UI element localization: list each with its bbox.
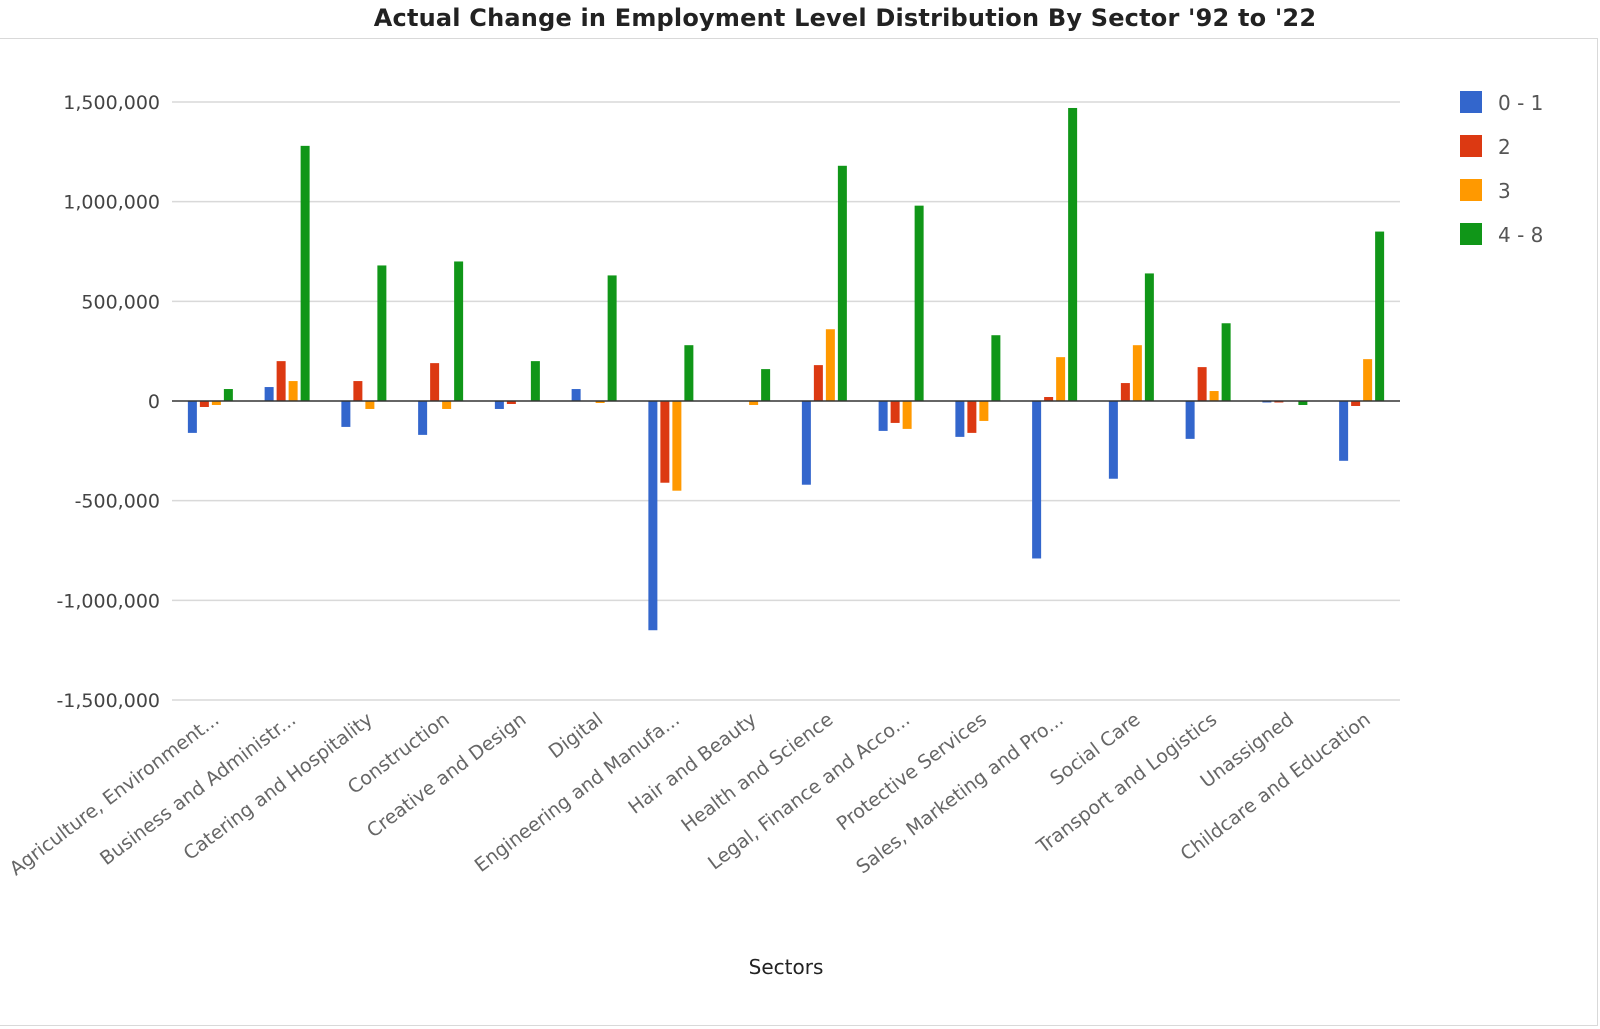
- bar: [1056, 357, 1066, 401]
- bar: [991, 335, 1001, 401]
- y-tick-label: 0: [148, 391, 160, 413]
- x-axis-category-labels: Agriculture, Environment...Business and …: [6, 708, 1375, 880]
- legend-swatch: [1460, 91, 1482, 113]
- bar: [300, 145, 310, 401]
- bar: [1185, 401, 1195, 439]
- bar: [648, 401, 658, 631]
- bar: [341, 401, 351, 427]
- bar: [902, 401, 912, 429]
- bar: [825, 329, 835, 401]
- chart-frame: [0, 38, 1598, 1026]
- bar: [430, 363, 440, 401]
- y-tick-label: -500,000: [75, 491, 160, 513]
- bar: [353, 381, 363, 401]
- bar: [1044, 397, 1054, 401]
- bar: [1132, 345, 1142, 401]
- bar: [684, 345, 694, 401]
- bar: [660, 401, 670, 483]
- bar: [749, 401, 759, 405]
- bar: [1375, 231, 1385, 401]
- legend-label: 0 - 1: [1498, 91, 1543, 115]
- bar: [1298, 401, 1308, 405]
- x-tick-label: Hair and Beauty: [624, 708, 760, 818]
- legend: 0 - 1 2 3 4 - 8: [1460, 91, 1543, 247]
- bar: [187, 401, 197, 433]
- bar: [1363, 359, 1373, 401]
- bar: [672, 401, 682, 491]
- bar: [914, 205, 924, 401]
- bar: [1144, 273, 1154, 401]
- bar: [1221, 323, 1231, 401]
- bar: [837, 165, 847, 401]
- bar: [1068, 107, 1078, 401]
- legend-label: 3: [1498, 179, 1511, 203]
- bar: [813, 365, 823, 401]
- legend-swatch: [1460, 223, 1482, 245]
- bar: [878, 401, 888, 431]
- bar: [979, 401, 989, 421]
- gridlines: [172, 101, 1400, 701]
- bar: [1032, 401, 1042, 559]
- bar: [276, 361, 286, 401]
- bar: [530, 361, 540, 401]
- bar: [264, 387, 274, 401]
- y-tick-label: -1,000,000: [56, 590, 160, 612]
- bars: [187, 107, 1385, 631]
- bar: [1108, 401, 1118, 479]
- bar: [1197, 367, 1207, 401]
- y-tick-label: 1,500,000: [63, 92, 160, 114]
- bar: [761, 369, 771, 401]
- legend-swatch: [1460, 135, 1482, 157]
- bar: [199, 401, 209, 407]
- bar: [211, 401, 221, 405]
- bar: [288, 381, 298, 401]
- bar: [571, 389, 581, 401]
- legend-label: 4 - 8: [1498, 223, 1543, 247]
- x-tick-label: Digital: [545, 708, 607, 763]
- bar: [1339, 401, 1349, 461]
- bar: [494, 401, 504, 409]
- y-tick-label: 1,000,000: [63, 192, 160, 214]
- bar: [454, 261, 464, 401]
- y-tick-label: -1,500,000: [56, 690, 160, 712]
- y-tick-label: 500,000: [81, 291, 160, 313]
- x-axis-title: Sectors: [749, 955, 824, 979]
- bar: [418, 401, 428, 435]
- legend-label: 2: [1498, 135, 1511, 159]
- bar: [607, 275, 617, 401]
- bar: [1209, 391, 1219, 401]
- bar: [1351, 401, 1361, 406]
- bar: [955, 401, 965, 437]
- bar: [506, 401, 516, 404]
- bar: [377, 265, 387, 401]
- bar: [967, 401, 977, 433]
- bar: [801, 401, 811, 485]
- bar: [1120, 383, 1130, 401]
- bar: [890, 401, 900, 423]
- legend-swatch: [1460, 179, 1482, 201]
- bar: [595, 401, 605, 403]
- y-axis-ticks: 1,500,000 1,000,000 500,000 0 -500,000 -1,000…: [56, 92, 160, 712]
- bar: [223, 389, 233, 401]
- chart-title: Actual Change in Employment Level Distri…: [373, 4, 1317, 32]
- bar: [442, 401, 452, 409]
- bar: [365, 401, 375, 409]
